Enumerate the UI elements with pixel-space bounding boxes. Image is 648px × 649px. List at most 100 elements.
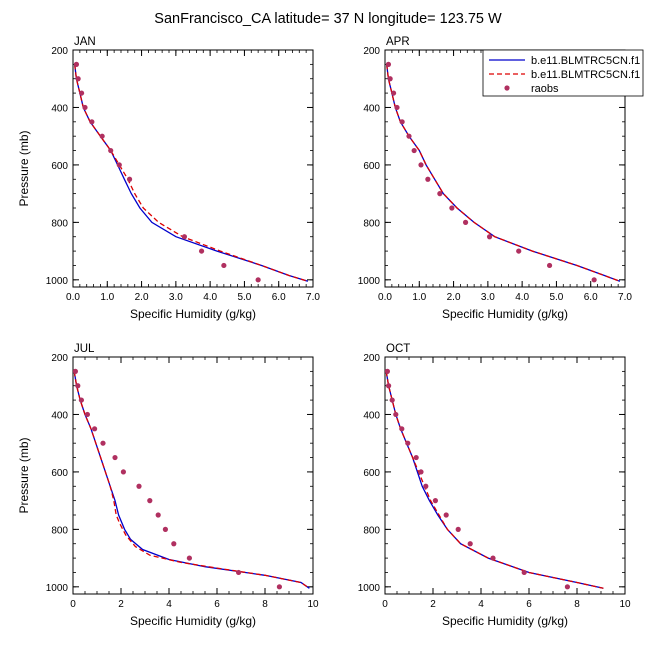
raobs-marker — [591, 277, 597, 283]
x-tick-label: 4.0 — [515, 292, 529, 303]
raobs-marker — [386, 383, 392, 389]
raobs-marker — [393, 411, 399, 418]
model-line-red-dashed — [386, 64, 621, 282]
y-tick-label: 600 — [51, 468, 68, 479]
raobs-marker — [385, 61, 392, 67]
raobs-marker — [490, 555, 496, 561]
raobs-marker — [181, 234, 188, 240]
x-tick-label: 5.0 — [549, 292, 563, 303]
panel-label-apr: APR — [386, 36, 410, 48]
series-group — [73, 61, 309, 283]
raobs-marker — [455, 526, 461, 532]
raobs-marker — [89, 119, 95, 125]
y-tick-label: 400 — [51, 410, 68, 421]
raobs-marker — [387, 76, 393, 82]
raobs-marker — [236, 569, 242, 576]
y-tick-label: 800 — [51, 525, 68, 536]
x-tick-label: 8 — [574, 599, 580, 610]
series-group — [385, 368, 604, 590]
raobs-marker — [255, 277, 261, 283]
model-line-red-dashed — [74, 64, 309, 282]
model-line-blue-solid — [386, 64, 621, 282]
raobs-marker — [92, 426, 98, 432]
panel-label-jan: JAN — [74, 36, 96, 48]
y-tick-label: 600 — [363, 468, 380, 479]
y-tick-label: 1000 — [46, 276, 69, 287]
plot-frame — [72, 356, 314, 595]
x-axis-label: Specific Humidity (g/kg) — [130, 614, 256, 628]
x-tick-label: 6.0 — [272, 292, 286, 303]
y-tick-label: 400 — [363, 410, 380, 421]
x-tick-label: 1.0 — [412, 292, 426, 303]
legend-box — [482, 49, 644, 97]
y-tick-label: 800 — [363, 218, 380, 229]
raobs-marker — [405, 440, 411, 446]
raobs-marker — [198, 248, 205, 254]
model-line-red-dashed — [73, 371, 310, 589]
raobs-marker — [84, 411, 90, 418]
x-tick-label: 6 — [526, 599, 532, 610]
raobs-marker — [155, 512, 161, 518]
raobs-marker — [449, 205, 455, 211]
raobs-marker — [171, 541, 177, 547]
y-tick-label: 1000 — [46, 583, 69, 594]
raobs-marker — [437, 191, 443, 197]
legend-label: raobs — [531, 83, 559, 95]
y-tick-label: 600 — [363, 161, 380, 172]
legend-marker — [504, 85, 510, 91]
plot-frame — [72, 49, 314, 288]
raobs-marker — [413, 454, 419, 461]
y-tick-label: 800 — [363, 525, 380, 536]
x-tick-label: 0.0 — [378, 292, 392, 303]
y-axis-label: Pressure (mb) — [17, 437, 31, 513]
y-axis-label: Pressure (mb) — [17, 130, 31, 206]
x-axis-label: Specific Humidity (g/kg) — [130, 307, 256, 321]
x-tick-label: 2 — [430, 599, 436, 610]
raobs-marker — [390, 90, 397, 96]
legend-label: b.e11.BLMTRC5CN.f1 — [531, 69, 640, 81]
raobs-marker — [521, 569, 527, 576]
x-tick-label: 7.0 — [618, 292, 632, 303]
panel-oct: OCT 0 2 4 6 8 10 200 400 600 800 1000 Specific Humid… — [358, 343, 631, 628]
y-tick-label: 600 — [51, 161, 68, 172]
y-tick-label: 400 — [51, 103, 68, 114]
raobs-marker — [425, 176, 431, 182]
model-line-blue-solid — [73, 371, 310, 589]
x-tick-label: 0.0 — [66, 292, 80, 303]
raobs-marker — [564, 584, 571, 590]
raobs-marker — [75, 383, 81, 389]
x-tick-label: 4 — [166, 599, 172, 610]
raobs-marker — [99, 133, 105, 139]
raobs-marker — [120, 469, 126, 475]
raobs-marker — [423, 483, 429, 489]
raobs-marker — [100, 440, 106, 446]
raobs-marker — [78, 397, 84, 403]
plot-frame — [384, 356, 626, 595]
model-line-blue-solid — [74, 64, 309, 282]
x-axis-label: Specific Humidity (g/kg) — [442, 614, 568, 628]
panel-label-jul: JUL — [74, 343, 95, 355]
raobs-marker — [406, 133, 412, 139]
raobs-marker — [136, 483, 142, 489]
series-group — [73, 368, 310, 590]
y-tick-label: 1000 — [358, 583, 381, 594]
panel-jan: JAN 0.0 1.0 2.0 3.0 4.0 5.0 6.0 7.0 200 400 600 800 1… — [17, 36, 320, 321]
x-axis-label: Specific Humidity (g/kg) — [442, 307, 568, 321]
chart-title: SanFrancisco_CA latitude= 37 N longitude… — [154, 11, 502, 27]
y-tick-label: 200 — [51, 353, 68, 364]
x-tick-label: 2 — [118, 599, 124, 610]
x-tick-label: 8 — [262, 599, 268, 610]
raobs-marker — [78, 90, 85, 96]
raobs-marker — [432, 498, 438, 504]
panel-apr: APR 0.0 1.0 2.0 3.0 4.0 5.0 6.0 7.0 200 400 600 800 1… — [358, 36, 633, 321]
series-group — [385, 61, 621, 283]
raobs-marker — [394, 104, 400, 111]
raobs-marker — [186, 555, 192, 561]
raobs-marker — [462, 219, 469, 225]
raobs-marker — [443, 512, 449, 518]
y-tick-label: 800 — [51, 218, 68, 229]
raobs-marker — [112, 454, 118, 461]
raobs-marker — [126, 176, 133, 182]
x-tick-label: 4.0 — [203, 292, 217, 303]
